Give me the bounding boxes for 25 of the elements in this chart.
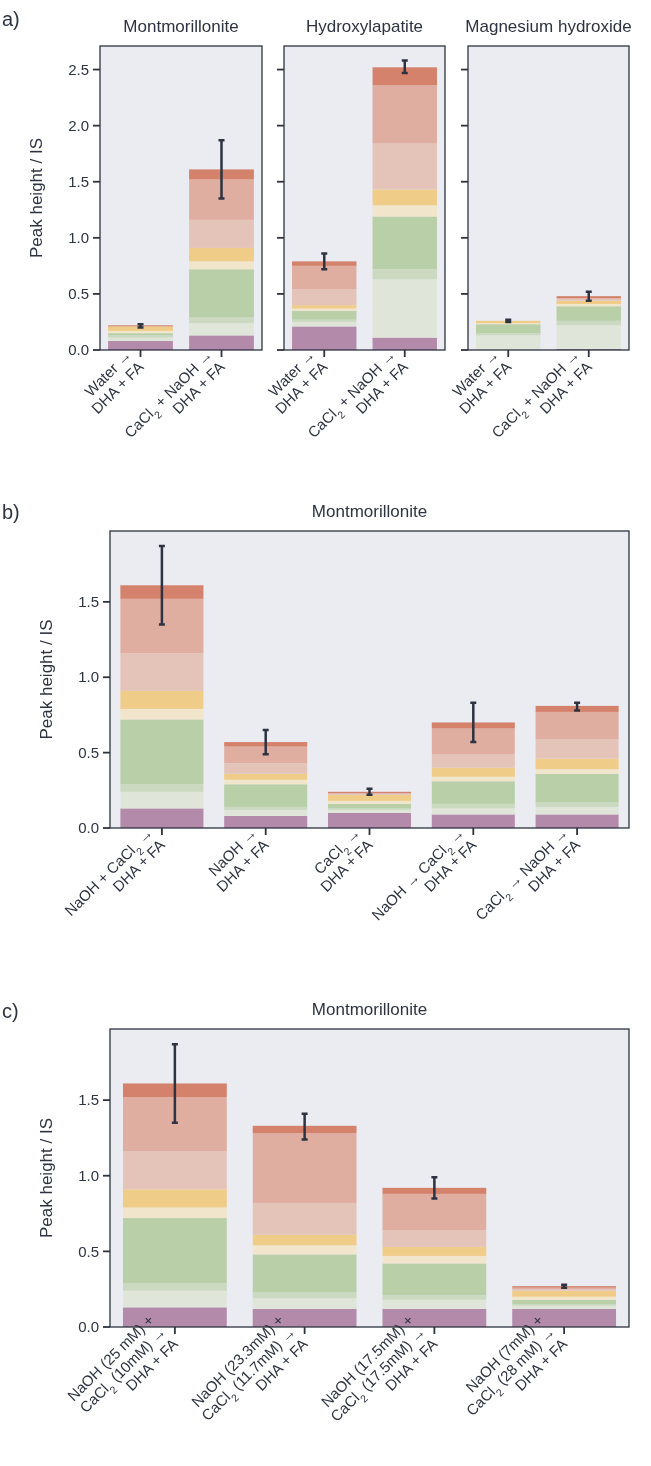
y-tick-label: 0.0 — [78, 819, 99, 837]
y-tick-label: 0.5 — [78, 1242, 99, 1260]
text: a) — [2, 8, 20, 30]
chart-title: Hydroxylapatite — [305, 17, 424, 36]
y-tick-label: 2.0 — [68, 116, 89, 134]
y-tick-label: 1.5 — [78, 593, 99, 611]
text: c) — [2, 1000, 19, 1022]
y-tick-label: 0.5 — [78, 743, 99, 761]
y-tick-label: 0.5 — [68, 285, 89, 303]
text: b) — [2, 501, 20, 523]
y-axis-title: Peak height / IS — [37, 619, 56, 740]
y-tick-label: 0.0 — [68, 341, 89, 359]
y-tick-label: 2.5 — [68, 60, 89, 78]
chart-title: Montmorillonite — [311, 502, 428, 521]
y-tick-label: 1.0 — [68, 229, 89, 247]
chart-title: Montmorillonite — [311, 1000, 428, 1019]
y-axis-title: Peak height / IS — [27, 137, 46, 259]
y-tick-label: 1.0 — [78, 668, 99, 686]
chart-title: Montmorillonite — [123, 17, 239, 36]
y-tick-label: 1.0 — [78, 1166, 99, 1184]
y-tick-label: 1.5 — [78, 1091, 99, 1109]
y-axis-title: Peak height / IS — [37, 1117, 56, 1239]
y-tick-label: 0.0 — [78, 1318, 99, 1336]
chart-title: Magnesium hydroxide — [465, 17, 632, 36]
y-tick-label: 1.5 — [68, 172, 89, 190]
